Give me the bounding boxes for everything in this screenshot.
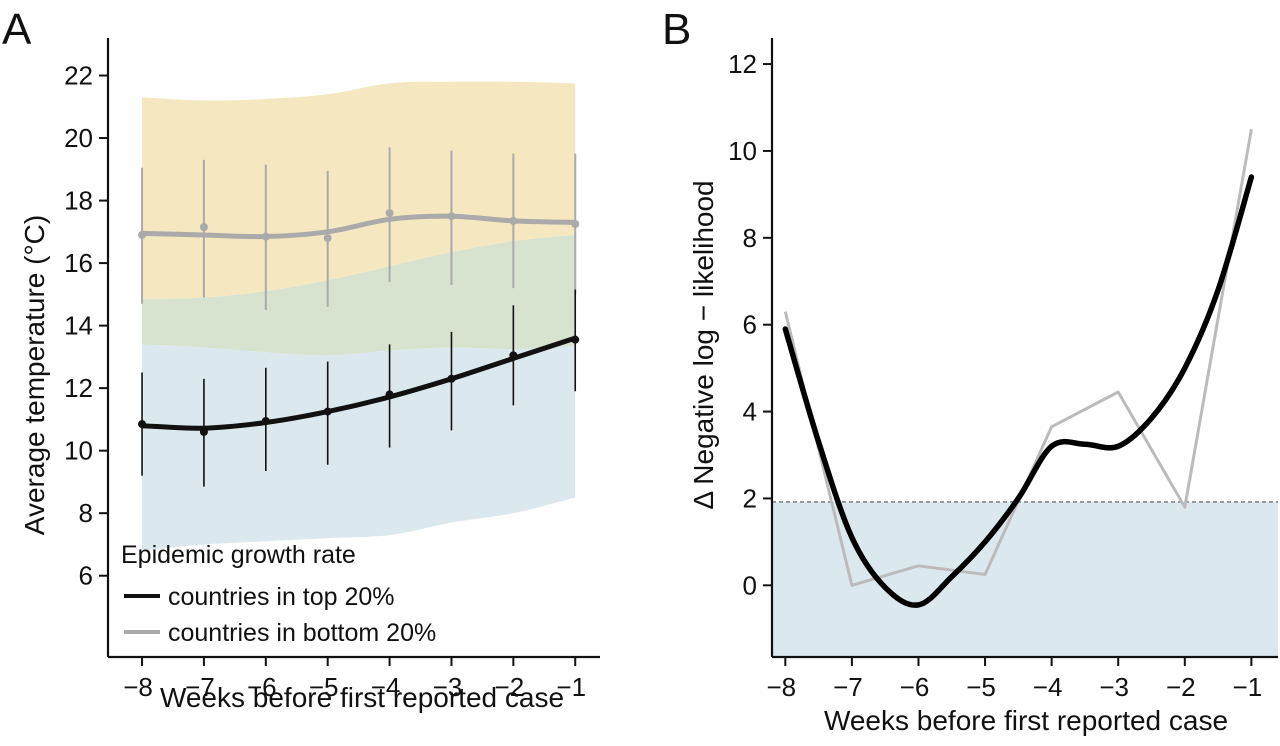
x-tick-label: −7 — [185, 672, 215, 702]
y-tick-label: 20 — [64, 123, 93, 153]
data-point-bottom — [323, 234, 332, 243]
x-tick-label: −2 — [495, 672, 525, 702]
y-tick-label: 16 — [64, 248, 93, 278]
x-tick-label: −4 — [371, 672, 401, 702]
data-point-top — [261, 416, 270, 425]
data-point-top — [447, 374, 456, 383]
panel-a-y-ticks: 6 8 10 12 14 16 18 20 22 — [64, 61, 108, 591]
panel-a-x-ticks: −8 −7 −6 −5 −4 −3 −2 −1 — [123, 657, 586, 702]
panel-b-lines — [782, 128, 1255, 608]
y-tick-label: 10 — [728, 136, 757, 166]
data-point-top — [323, 407, 332, 416]
panel-a-letter: A — [2, 5, 32, 54]
smoothed-likelihood-line — [782, 174, 1255, 608]
band-top-20 — [142, 344, 576, 551]
x-tick-label: −1 — [1233, 672, 1263, 702]
x-tick-label: −5 — [966, 672, 996, 702]
data-point-top — [571, 335, 580, 344]
y-tick-label: 14 — [64, 311, 93, 341]
panel-a-x-axis-title: Weeks before first reported case — [160, 682, 564, 713]
panel-a-y-axis-title: Average temperature (°C) — [19, 215, 50, 535]
y-tick-label: 4 — [743, 397, 757, 427]
band-overlap — [142, 235, 576, 356]
x-tick-label: −6 — [247, 672, 277, 702]
data-point-top — [199, 427, 208, 436]
trend-line-bottom — [139, 213, 578, 240]
band-bottom-20 — [142, 81, 576, 299]
y-tick-label: 18 — [64, 186, 93, 216]
panel-b-axes — [770, 38, 1278, 659]
x-tick-label: −4 — [1033, 672, 1063, 702]
x-tick-label: −8 — [766, 672, 796, 702]
data-point-bottom — [509, 216, 518, 225]
x-tick-label: −5 — [309, 672, 339, 702]
y-tick-label: 0 — [743, 570, 757, 600]
data-point-bottom — [199, 223, 208, 232]
panel-b-y-axis-title: Δ Negative log − likelihood — [688, 180, 719, 509]
y-tick-label: 6 — [743, 310, 757, 340]
y-tick-label: 6 — [79, 561, 93, 591]
y-tick-label: 8 — [743, 223, 757, 253]
panel-b-x-ticks: −8 −7 −6 −5 −4 −3 −2 −1 — [766, 657, 1262, 702]
panel-a-points — [138, 209, 580, 436]
x-tick-label: −8 — [123, 672, 153, 702]
y-tick-label: 10 — [64, 436, 93, 466]
y-tick-label: 12 — [728, 49, 757, 79]
shaded-region — [772, 501, 1278, 657]
panel-b-x-axis-title: Weeks before first reported case — [824, 705, 1228, 736]
data-point-bottom — [447, 212, 456, 221]
y-tick-label: 22 — [64, 61, 93, 91]
x-tick-label: −3 — [433, 672, 463, 702]
data-point-top — [138, 420, 147, 429]
data-point-bottom — [385, 209, 394, 218]
data-point-bottom — [261, 232, 270, 241]
data-point-bottom — [138, 230, 147, 239]
x-tick-label: −7 — [833, 672, 863, 702]
panel-a-confidence-bands — [142, 81, 576, 551]
y-tick-label: 2 — [743, 483, 757, 513]
panel-a-axes — [106, 38, 600, 659]
y-tick-label: 12 — [64, 373, 93, 403]
x-tick-label: −2 — [1166, 672, 1196, 702]
panel-b-letter: B — [662, 5, 691, 54]
panel-a: A 6 8 10 12 14 16 18 20 22 −8 −7 −6 −5 −4 −3 −2 −1 Aver… — [2, 5, 600, 713]
x-tick-label: −3 — [1099, 672, 1129, 702]
x-tick-label: −1 — [556, 672, 586, 702]
x-tick-label: −6 — [900, 672, 930, 702]
panel-b-significance-region — [772, 501, 1278, 657]
y-tick-label: 8 — [79, 498, 93, 528]
legend-title: Epidemic growth rate — [121, 541, 356, 569]
panel-b: B 0 2 4 6 8 10 12 −8 −7 −6 −5 −4 −3 −2 −1 Δ Negative … — [662, 5, 1278, 736]
panel-a-legend: Epidemic growth rate countries in top 20… — [121, 541, 436, 647]
data-point-bottom — [571, 220, 580, 229]
legend-entry-bottom: countries in bottom 20% — [168, 619, 436, 647]
legend-entry-top: countries in top 20% — [168, 583, 395, 611]
data-point-top — [509, 351, 518, 360]
data-point-top — [385, 390, 394, 399]
panel-b-y-ticks: 0 2 4 6 8 10 12 — [728, 49, 772, 600]
